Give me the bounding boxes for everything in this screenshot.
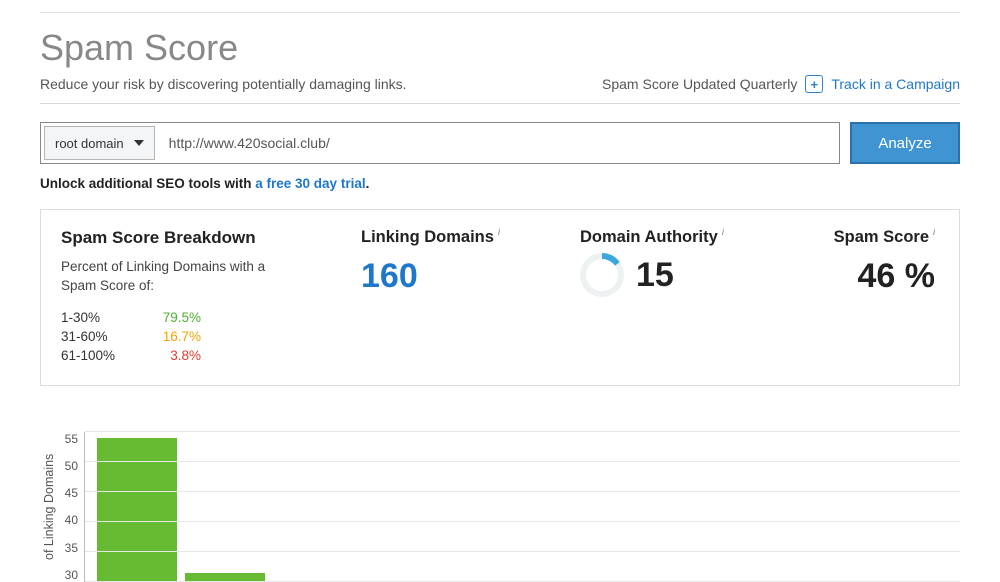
track-campaign-link[interactable]: Track in a Campaign: [831, 76, 960, 92]
domain-scope-select[interactable]: root domain: [44, 126, 155, 160]
breakdown-desc: Percent of Linking Domains with a Spam S…: [61, 258, 281, 296]
breakdown-pct: 16.7%: [141, 329, 201, 344]
breakdown-section: Spam Score Breakdown Percent of Linking …: [61, 228, 361, 367]
gridline: [85, 521, 960, 522]
domain-authority-label: Domain Authority: [580, 228, 718, 247]
metrics-panel: Spam Score Breakdown Percent of Linking …: [40, 209, 960, 386]
url-input[interactable]: [155, 126, 836, 160]
linking-domains-metric: Linking Domains i 160: [361, 228, 580, 367]
chart-area: of Linking Domains 55 50 45 40 35 30: [40, 432, 960, 582]
breakdown-range: 1-30%: [61, 310, 141, 325]
domain-authority-ring: [580, 253, 624, 297]
gridline: [85, 431, 960, 432]
y-tick: 55: [56, 432, 78, 446]
gridline: [85, 491, 960, 492]
chart-bar: [97, 438, 177, 582]
breakdown-row: 61-100% 3.8%: [61, 348, 361, 363]
breakdown-row: 1-30% 79.5%: [61, 310, 361, 325]
unlock-banner: Unlock additional SEO tools with a free …: [40, 176, 960, 191]
page-title: Spam Score: [40, 27, 960, 69]
info-icon[interactable]: i: [498, 227, 500, 237]
chevron-down-icon: [134, 140, 144, 146]
linking-domains-value: 160: [361, 257, 580, 296]
analyze-button[interactable]: Analyze: [850, 122, 960, 164]
domain-scope-label: root domain: [55, 136, 124, 151]
breakdown-pct: 79.5%: [141, 310, 201, 325]
info-icon[interactable]: i: [933, 227, 935, 237]
y-tick: 45: [56, 486, 78, 500]
unlock-suffix: .: [366, 176, 370, 191]
info-icon[interactable]: i: [722, 227, 724, 237]
gridline: [85, 551, 960, 552]
page-subtitle: Reduce your risk by discovering potentia…: [40, 76, 407, 92]
domain-authority-value: 15: [636, 256, 674, 295]
breakdown-pct: 3.8%: [141, 348, 201, 363]
gridline: [85, 461, 960, 462]
spam-score-value: 46 %: [799, 257, 935, 296]
y-tick: 30: [56, 568, 78, 582]
y-tick: 50: [56, 459, 78, 473]
breakdown-heading: Spam Score Breakdown: [61, 228, 361, 248]
free-trial-link[interactable]: a free 30 day trial: [255, 176, 365, 191]
unlock-prefix: Unlock additional SEO tools with: [40, 176, 255, 191]
y-ticks: 55 50 45 40 35 30: [56, 432, 84, 582]
update-frequency-text: Spam Score Updated Quarterly: [602, 76, 797, 92]
y-axis-label: of Linking Domains: [40, 432, 56, 582]
breakdown-range: 61-100%: [61, 348, 141, 363]
chart-plot: [84, 432, 960, 582]
linking-domains-label: Linking Domains: [361, 228, 494, 247]
y-tick: 35: [56, 541, 78, 555]
domain-authority-metric: Domain Authority i 15: [580, 228, 799, 367]
search-container: root domain: [40, 122, 840, 164]
breakdown-range: 31-60%: [61, 329, 141, 344]
spam-score-metric: Spam Score i 46 %: [799, 228, 939, 367]
breakdown-row: 31-60% 16.7%: [61, 329, 361, 344]
spam-score-label: Spam Score: [834, 228, 929, 247]
y-tick: 40: [56, 513, 78, 527]
plus-icon[interactable]: +: [805, 75, 823, 93]
